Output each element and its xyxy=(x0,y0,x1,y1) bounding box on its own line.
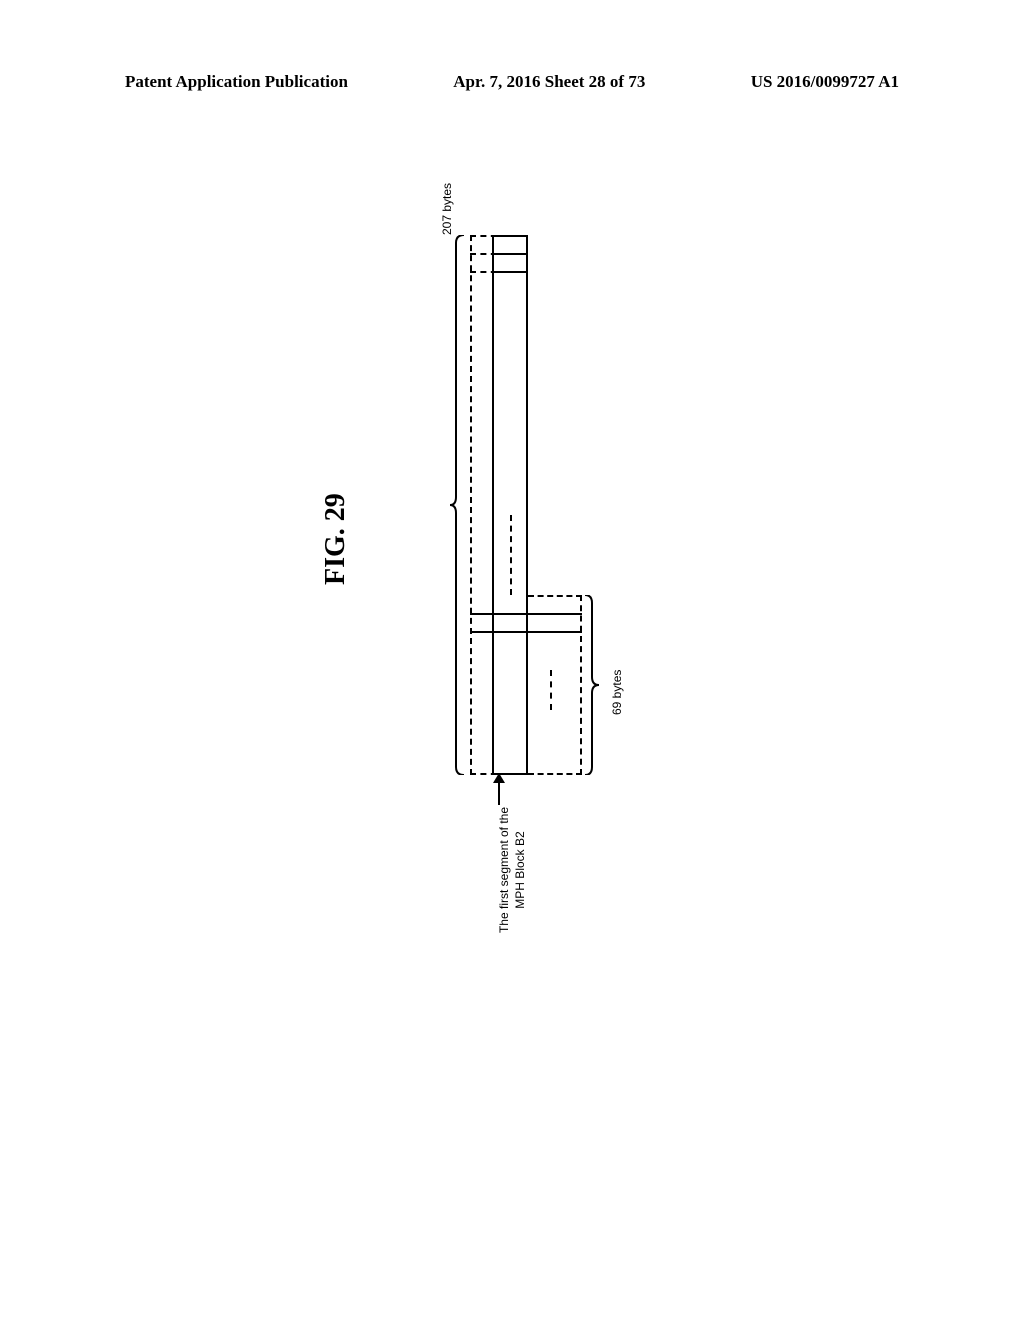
divider xyxy=(470,613,582,615)
top-brace xyxy=(450,235,466,775)
lower-dashed-line xyxy=(550,670,552,710)
header-center: Apr. 7, 2016 Sheet 28 of 73 xyxy=(453,72,645,92)
divider xyxy=(492,271,528,273)
inner-dashed-line xyxy=(510,515,512,595)
inner-solid-box xyxy=(492,235,528,775)
patent-header: Patent Application Publication Apr. 7, 2… xyxy=(0,72,1024,92)
top-bytes-label: 207 bytes xyxy=(440,183,454,235)
arrow-shaft xyxy=(498,777,500,805)
arrow-label-line2: MPH Block B2 xyxy=(513,831,527,908)
bottom-bytes-label: 69 bytes xyxy=(610,670,624,715)
arrow-label-line1: The first segment of the xyxy=(497,807,511,933)
header-left: Patent Application Publication xyxy=(125,72,348,92)
header-right: US 2016/0099727 A1 xyxy=(751,72,899,92)
divider xyxy=(470,631,582,633)
lower-dashed-box xyxy=(528,595,582,775)
divider xyxy=(492,253,528,255)
figure-number: FIG. 29 xyxy=(320,493,352,585)
arrow-label: The first segment of the MPH Block B2 xyxy=(497,805,528,935)
bottom-brace xyxy=(585,595,599,775)
diagram: 207 bytes 69 bytes The first segment of … xyxy=(430,215,780,775)
